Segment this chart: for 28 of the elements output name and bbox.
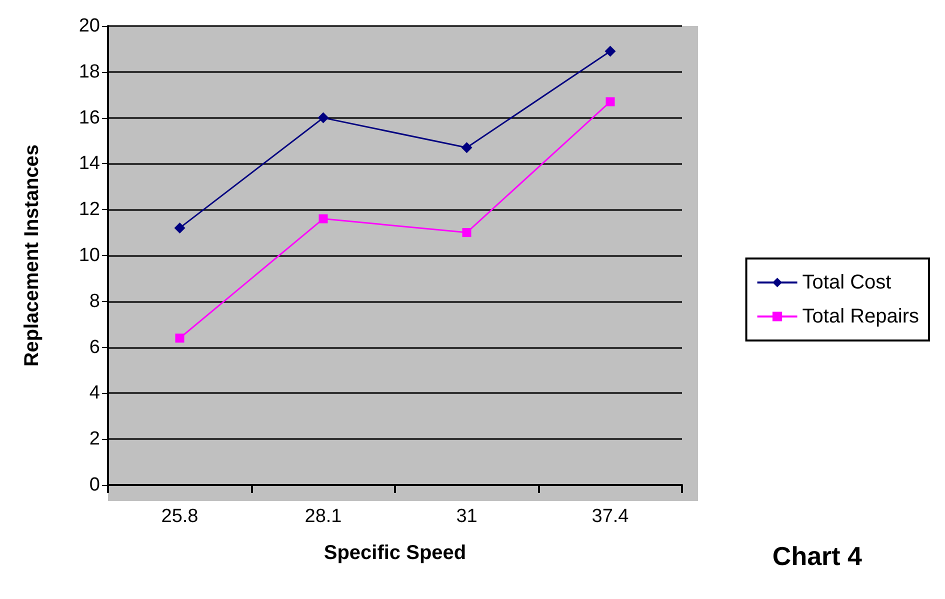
point: [175, 334, 184, 343]
point: [318, 112, 329, 124]
x-axis-title: Specific Speed: [324, 542, 466, 564]
y-axis-title: Replacement Instances: [21, 144, 43, 367]
y-tick-label: 18: [78, 61, 100, 82]
y-tick-label: 20: [78, 16, 100, 36]
y-tick-label: 2: [89, 428, 100, 450]
y-tick-label: 4: [89, 382, 100, 404]
y-tick-label: 16: [78, 107, 100, 128]
y-tick-label: 8: [89, 290, 100, 312]
x-tick-label: 28.1: [304, 506, 342, 527]
x-tick-label: 25.8: [161, 506, 198, 527]
y-tick-label: 10: [78, 245, 100, 266]
point: [606, 97, 615, 106]
y-tick-label: 0: [89, 474, 100, 496]
x-tick-label: 37.4: [592, 506, 630, 527]
point: [462, 228, 472, 238]
y-tick-label: 6: [89, 336, 100, 358]
legend-label: Total Cost: [802, 272, 892, 294]
y-tick-label: 12: [78, 199, 100, 220]
point: [174, 222, 186, 234]
legend-label: Total Repairs: [802, 306, 919, 328]
point: [461, 142, 472, 154]
y-tick-label: 14: [78, 153, 100, 174]
caption: Chart 4: [772, 541, 863, 571]
point: [318, 214, 328, 224]
point: [604, 46, 616, 57]
x-tick-label: 31: [456, 506, 478, 527]
